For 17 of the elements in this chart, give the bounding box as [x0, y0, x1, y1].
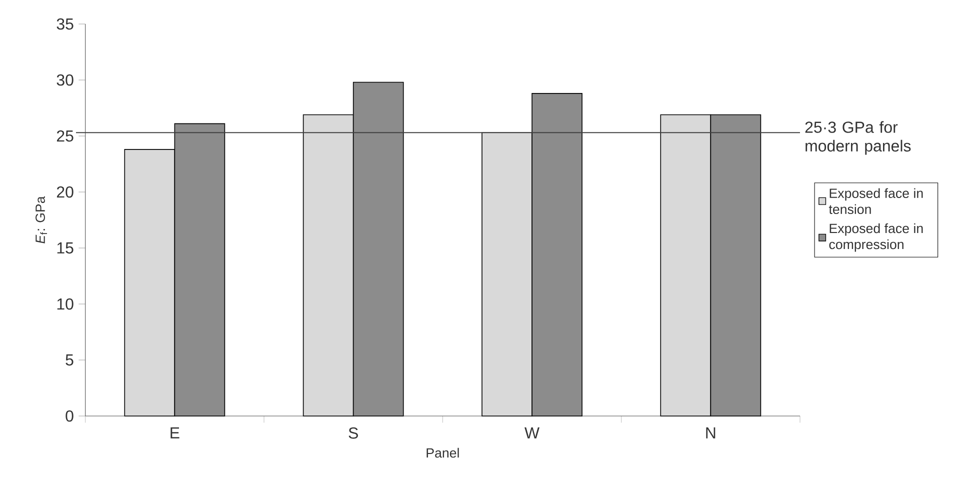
x-tick-label: N: [706, 427, 716, 438]
ref-line-label: 25·3 GPa for modern panels: [805, 121, 911, 155]
legend-label: Exposed face in tension: [828, 188, 923, 214]
y-tick-label: 0: [66, 410, 74, 422]
y-tick-label: 10: [57, 298, 74, 310]
y-tick-label: 25: [56, 130, 74, 142]
y-tick-label: 5: [66, 354, 74, 366]
y-tick-label: 15: [57, 242, 74, 254]
x-axis-title: Panel: [426, 448, 459, 458]
y-tick-label: 35: [56, 18, 74, 30]
y-tick-label: 30: [56, 74, 74, 86]
y-axis-title: E$_{f}$: GPa: [36, 196, 48, 244]
legend-label: Exposed face in compression: [829, 223, 923, 252]
x-tick-label: E: [170, 427, 180, 438]
x-tick-label: S: [348, 427, 358, 439]
y-tick-label: 20: [56, 186, 74, 198]
x-tick-label: W: [524, 427, 540, 438]
